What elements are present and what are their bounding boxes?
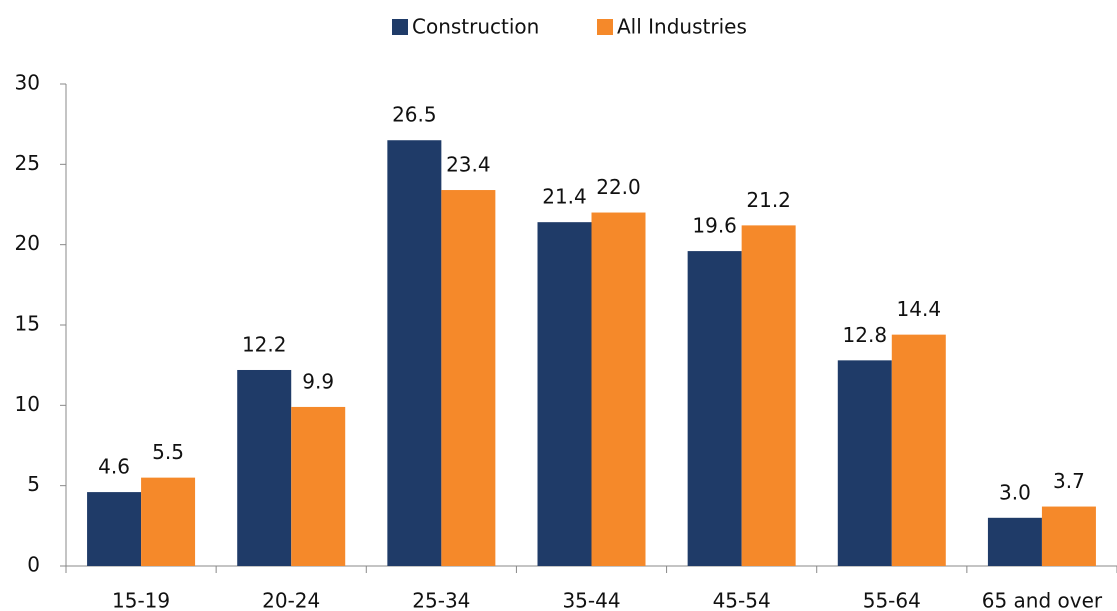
legend-swatch — [597, 19, 613, 35]
y-tick-label: 15 — [15, 312, 40, 336]
data-label: 22.0 — [596, 175, 641, 199]
legend-label: Construction — [412, 15, 539, 39]
data-label: 12.2 — [242, 332, 287, 356]
x-tick-label: 25-34 — [412, 589, 470, 611]
data-label: 21.4 — [542, 185, 587, 209]
bar — [141, 477, 196, 566]
data-label: 19.6 — [692, 214, 737, 238]
x-tick-label: 35-44 — [562, 589, 620, 611]
bar — [837, 360, 892, 566]
data-label: 5.5 — [152, 440, 184, 464]
bar — [987, 517, 1042, 566]
x-tick-label: 15-19 — [112, 589, 170, 611]
data-label: 3.7 — [1053, 469, 1085, 493]
bar — [387, 140, 442, 566]
data-label: 14.4 — [897, 297, 942, 321]
x-tick-label: 55-64 — [863, 589, 921, 611]
legend-label: All Industries — [617, 15, 747, 39]
bar — [87, 492, 142, 566]
data-label: 21.2 — [746, 188, 791, 212]
bar — [291, 406, 346, 566]
data-label: 9.9 — [302, 369, 334, 393]
bar — [741, 225, 796, 567]
y-tick-label: 30 — [15, 71, 40, 95]
bar — [891, 334, 946, 566]
bar — [687, 251, 742, 567]
y-tick-label: 0 — [27, 553, 40, 577]
data-label: 12.8 — [843, 323, 888, 347]
data-label: 26.5 — [392, 103, 437, 127]
y-tick-label: 25 — [15, 151, 40, 175]
y-tick-label: 20 — [15, 231, 40, 255]
bar — [441, 190, 496, 567]
data-label: 4.6 — [98, 455, 130, 479]
bar — [1041, 506, 1096, 566]
x-tick-label: 45-54 — [713, 589, 771, 611]
data-label: 23.4 — [446, 153, 491, 177]
data-label: 3.0 — [999, 480, 1031, 504]
bar — [591, 212, 646, 567]
bar — [537, 222, 592, 566]
x-tick-label: 65 and over — [982, 589, 1103, 611]
y-tick-label: 5 — [27, 472, 40, 496]
y-tick-label: 10 — [15, 392, 40, 416]
bar — [237, 369, 292, 566]
legend-swatch — [392, 19, 408, 35]
x-tick-label: 20-24 — [262, 589, 320, 611]
